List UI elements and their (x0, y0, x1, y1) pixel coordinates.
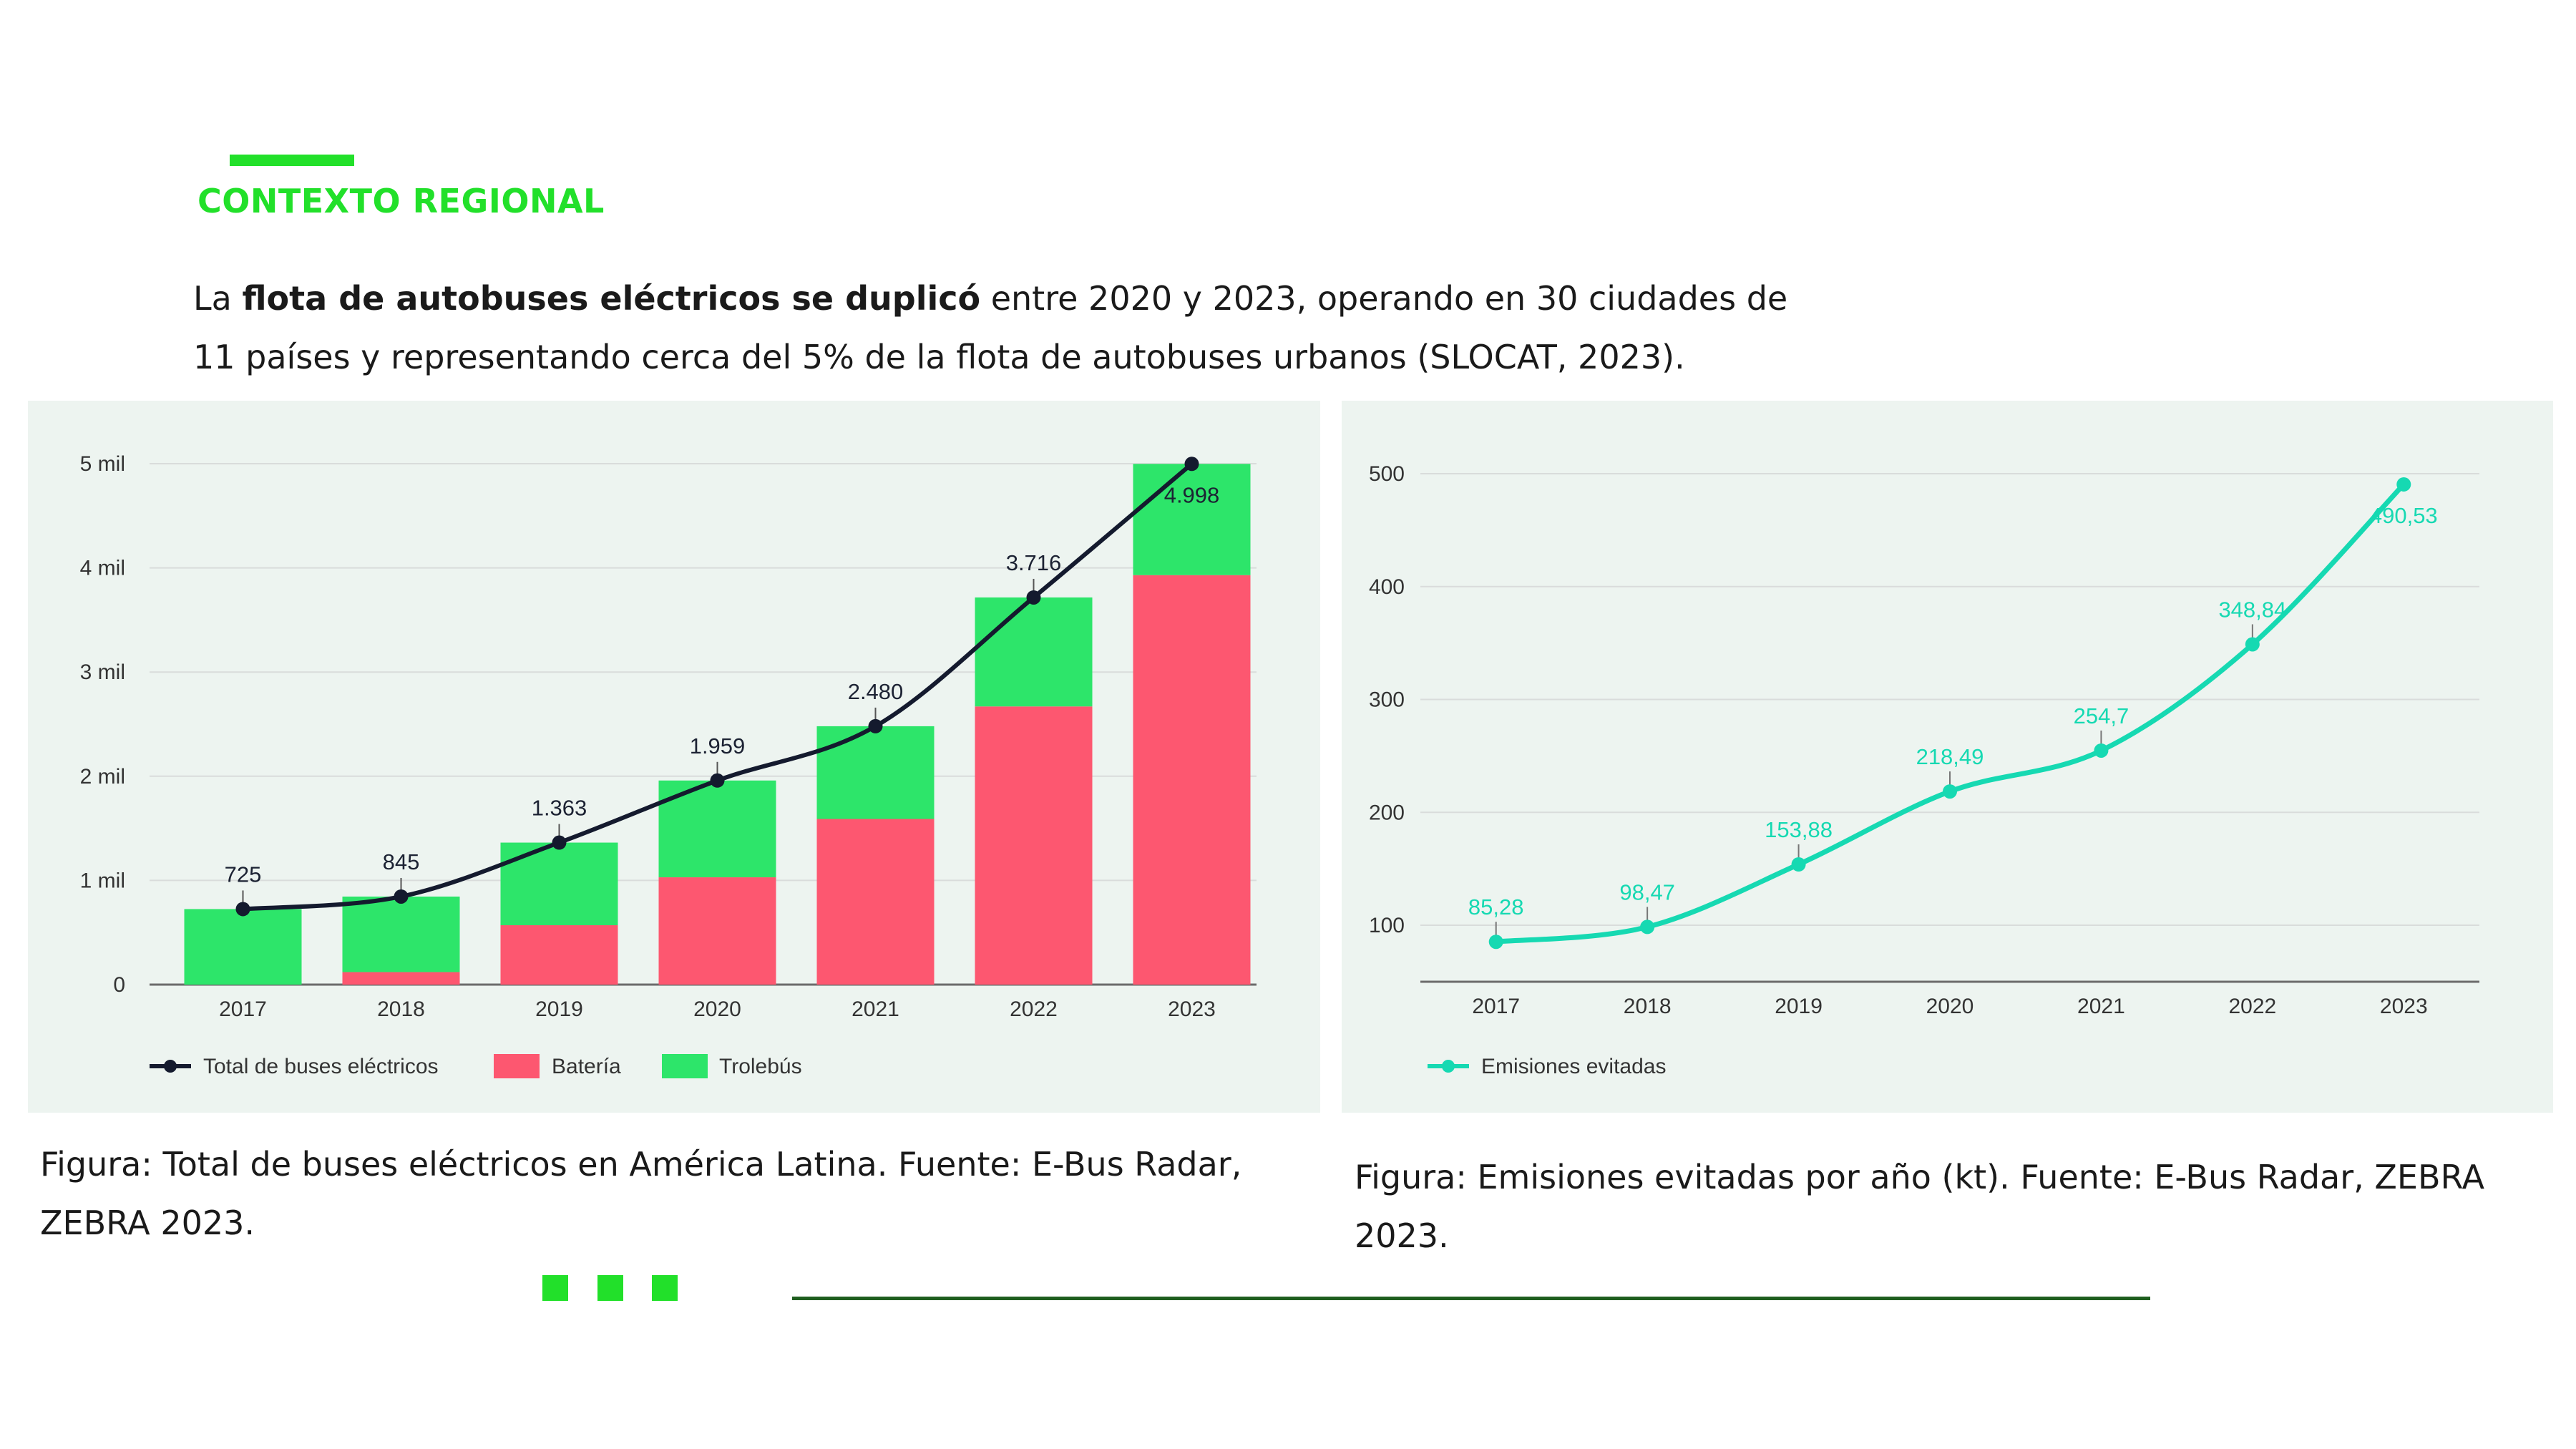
bar-trolley (975, 597, 1093, 707)
y-tick-label: 1 mil (80, 869, 125, 892)
emissions-point (2245, 637, 2260, 652)
bar-trolley (184, 909, 302, 985)
section-title-text: CONTEXTO REGIONAL (197, 182, 605, 220)
legend-emissions-label: Emisiones evitadas (1481, 1055, 1666, 1078)
bar-battery (500, 925, 618, 985)
x-tick-label: 2019 (1775, 995, 1823, 1018)
emissions-data-label: 254,7 (2074, 703, 2129, 728)
x-tick-label: 2019 (535, 997, 583, 1021)
x-tick-label: 2022 (2228, 995, 2276, 1018)
bar-trolley (500, 842, 618, 926)
emissions-data-label: 85,28 (1468, 894, 1524, 919)
x-tick-label: 2023 (1168, 997, 1216, 1021)
emissions-point (2396, 477, 2411, 492)
legend-trolley-swatch (662, 1054, 708, 1078)
y-tick-label: 0 (113, 973, 125, 997)
intro-highlight: flota de autobuses eléctricos se duplicó (242, 279, 981, 318)
accent-bar (230, 155, 354, 166)
total-data-label: 1.363 (532, 796, 587, 821)
legend-battery-swatch (494, 1054, 540, 1078)
total-data-label: 4.998 (1164, 482, 1220, 507)
y-tick-label: 3 mil (80, 660, 125, 684)
bar-battery (816, 819, 935, 985)
x-tick-label: 2017 (1472, 995, 1520, 1018)
legend-trolley-label: Trolebús (719, 1055, 802, 1078)
fleet-chart: 0 1 mil 2 mil 3 mil 4 mil 5 mil 2017 2018 2019 20… (80, 452, 1257, 1078)
emissions-data-label: 153,88 (1765, 817, 1833, 842)
y-tick-label: 500 (1369, 462, 1405, 486)
bar-battery (658, 877, 776, 985)
intro-prefix: La (193, 279, 243, 318)
bar-battery (975, 706, 1093, 985)
x-tick-label: 2017 (219, 997, 267, 1021)
emissions-line (1496, 482, 2406, 945)
legend-emissions-marker (1442, 1060, 1455, 1073)
emissions-data-label: 98,47 (1619, 879, 1675, 904)
total-point (552, 835, 567, 850)
emissions-data-label: 348,84 (2218, 597, 2286, 622)
footer-rule (792, 1297, 2150, 1300)
bar-battery (1133, 575, 1251, 985)
y-tick-label: 5 mil (80, 452, 125, 476)
total-point (1184, 457, 1199, 472)
emissions-data-label: 490,53 (2370, 503, 2438, 528)
emissions-data-label: 218,49 (1916, 744, 1984, 769)
fleet-chart-panel: 0 1 mil 2 mil 3 mil 4 mil 5 mil 2017 2018 2019 20… (28, 401, 1320, 1113)
x-tick-label: 2023 (2380, 995, 2428, 1018)
intro-rest: entre 2020 y 2023, operando en 30 ciudad… (193, 279, 1788, 376)
total-point (235, 902, 250, 917)
x-tick-label: 2020 (693, 997, 741, 1021)
bar-battery (342, 972, 460, 985)
emissions-point (1640, 919, 1655, 935)
decor-square-2 (597, 1275, 623, 1301)
emissions-point (1791, 857, 1806, 872)
y-tick-label: 2 mil (80, 765, 125, 789)
total-point (1026, 590, 1041, 605)
total-data-label: 845 (383, 849, 420, 874)
bar-trolley (816, 726, 935, 819)
total-data-label: 2.480 (848, 679, 904, 704)
x-tick-label: 2020 (1926, 995, 1974, 1018)
y-tick-label: 4 mil (80, 557, 125, 580)
left-caption: Figura: Total de buses eléctricos en Amé… (40, 1145, 1242, 1242)
total-point (710, 773, 725, 788)
emissions-point (1943, 784, 1957, 799)
y-tick-label: 200 (1369, 801, 1405, 824)
total-data-label: 725 (225, 862, 262, 887)
x-tick-label: 2018 (1624, 995, 1672, 1018)
total-point (394, 889, 409, 904)
intro-paragraph: La flota de autobuses eléctricos se dupl… (193, 269, 1839, 386)
y-tick-label: 400 (1369, 575, 1405, 599)
right-caption: Figura: Emisiones evitadas por año (kt).… (1355, 1158, 2485, 1255)
decor-square-3 (652, 1275, 678, 1301)
total-point (868, 718, 883, 733)
legend-total-marker (164, 1060, 177, 1073)
emissions-chart-panel: 100 200 300 400 500 2017 2018 2019 2020 2021 2022 2… (1342, 401, 2553, 1113)
emissions-point (1488, 935, 1503, 950)
decor-square-1 (542, 1275, 568, 1301)
section-title: CONTEXTO REGIONAL (197, 182, 605, 220)
legend-battery-label: Batería (552, 1055, 621, 1078)
y-tick-label: 100 (1369, 914, 1405, 937)
bar-trolley (1133, 464, 1251, 575)
y-tick-label: 300 (1369, 688, 1405, 712)
x-tick-label: 2021 (2077, 995, 2125, 1018)
x-tick-label: 2018 (377, 997, 425, 1021)
x-tick-label: 2022 (1010, 997, 1058, 1021)
total-data-label: 1.959 (690, 733, 746, 758)
bar-trolley (342, 896, 460, 972)
total-data-label: 3.716 (1006, 550, 1062, 575)
emissions-point (2094, 743, 2109, 758)
emissions-chart: 100 200 300 400 500 2017 2018 2019 2020 2021 2022 2… (1369, 462, 2479, 1078)
legend-total-label: Total de buses eléctricos (203, 1055, 439, 1078)
x-tick-label: 2021 (852, 997, 899, 1021)
